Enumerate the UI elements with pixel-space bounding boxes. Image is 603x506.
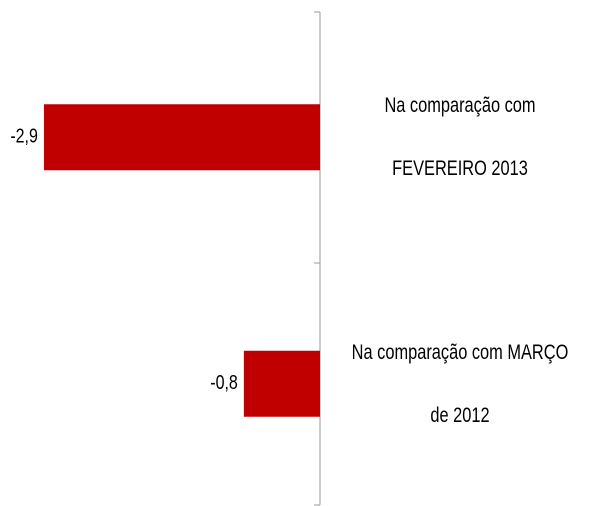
value-label: -2,9 bbox=[10, 125, 38, 147]
category-label: Na comparação com FEVEREIRO 2013 bbox=[384, 94, 536, 181]
value-label: -0,8 bbox=[210, 371, 238, 393]
category-label: Na comparação com MARÇO de 2012 bbox=[351, 340, 569, 427]
bar bbox=[243, 350, 320, 417]
bar bbox=[43, 104, 321, 171]
